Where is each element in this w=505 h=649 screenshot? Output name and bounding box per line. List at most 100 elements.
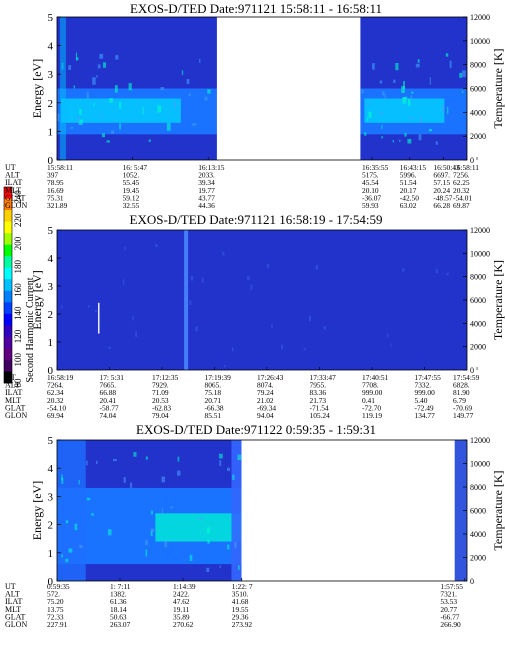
spectrogram-background	[57, 230, 467, 370]
temperature-tick-label: 0	[470, 156, 474, 165]
flux-speck	[114, 85, 118, 93]
flux-speck	[95, 309, 98, 313]
ephemeris-value-ilat: 47.62	[173, 597, 190, 606]
colorbar-tick-label: 120	[13, 329, 23, 343]
ephemeris-row-label: MLT	[5, 396, 21, 405]
flux-speck	[381, 136, 384, 139]
ephemeris-value-ilat: 79.24	[257, 388, 274, 397]
colorbar-swatch	[4, 348, 12, 361]
flux-speck	[364, 132, 367, 136]
flux-speck	[101, 133, 106, 138]
ephemeris-value-ilat: 75.20	[47, 597, 64, 606]
ephemeris-row-label: ALT	[5, 381, 20, 390]
flux-speck	[402, 97, 407, 104]
flux-speck	[442, 105, 445, 113]
flux-speck	[95, 460, 98, 464]
flux-speck	[222, 251, 225, 256]
flux-column	[454, 440, 467, 581]
flux-speck	[361, 89, 364, 94]
ephemeris-value-ut: 1:22: 7	[232, 582, 253, 591]
colorbar-swatch	[4, 233, 12, 246]
colorbar-tick-label: 220	[13, 213, 23, 227]
ephemeris-value-ut: 17:54:59	[453, 373, 480, 382]
flux-speck	[160, 86, 165, 91]
flux-speck	[145, 456, 148, 460]
flux-speck	[411, 91, 414, 94]
ephemeris-value-ilat: 999.00	[415, 388, 436, 397]
ephemeris-row-label: GLAT	[5, 403, 26, 412]
ephemeris-value-alt: 6828.	[453, 381, 470, 390]
colorbar-tick-label: 200	[13, 236, 23, 250]
flux-speck	[65, 558, 69, 563]
colorbar-swatch	[4, 279, 12, 292]
energy-axis-label: Energy [eV]	[30, 481, 44, 540]
ephemeris-row-label: GLON	[5, 620, 27, 629]
flux-speck	[188, 93, 191, 97]
flux-speck	[79, 109, 82, 115]
colorbar-swatch	[4, 198, 12, 211]
temperature-tick-label: 12000	[470, 13, 490, 22]
flux-speck	[106, 140, 110, 143]
colorbar-swatch	[4, 256, 12, 269]
flux-speck	[177, 470, 181, 476]
ephemeris-value-ut: 16:58:11	[453, 163, 479, 172]
spectrogram-panel-2: EXOS-D/TED Date:971121 16:58:19 - 17:54:…	[5, 212, 505, 420]
energy-tick-label: 4	[48, 41, 54, 53]
flux-speck	[150, 528, 155, 532]
ephemeris-value-alt: 1052.	[123, 171, 140, 180]
ephemeris-value-alt: 8065.	[205, 381, 222, 390]
flux-speck	[73, 85, 76, 89]
spectrogram-panel-3: EXOS-D/TED Date:971122 0:59:35 - 1:59:31…	[5, 422, 505, 629]
flux-speck	[409, 117, 414, 120]
flux-speck	[461, 70, 466, 78]
flux-speck	[323, 325, 326, 330]
flux-speck	[445, 53, 449, 57]
temperature-tick-label: 6000	[470, 296, 486, 305]
ephemeris-value-glon: 227.91	[47, 620, 68, 629]
flux-speck	[86, 497, 91, 501]
ephemeris-value-alt: 7955.	[310, 381, 327, 390]
flux-speck	[281, 344, 284, 350]
ephemeris-value-glat: -58.77	[100, 403, 119, 412]
ephemeris-value-glon: 134.77	[415, 411, 436, 420]
flux-speck	[148, 139, 151, 142]
flux-speck	[446, 272, 449, 276]
flux-speck	[57, 113, 60, 122]
flux-speck	[157, 105, 162, 113]
panel-title: EXOS-D/TED Date:971122 0:59:35 - 1:59:31	[136, 422, 376, 437]
ephemeris-row-label: ALT	[5, 171, 20, 180]
ephemeris-value-glon: 321.89	[47, 201, 68, 210]
flux-speck	[92, 77, 96, 85]
flux-speck	[130, 482, 133, 488]
flux-speck	[366, 101, 369, 106]
flux-speck	[247, 276, 250, 280]
flux-speck	[387, 333, 389, 338]
ephemeris-row-label: GLON	[5, 201, 27, 210]
flux-speck	[119, 123, 121, 130]
ephemeris-value-ut: 17: 5:31	[100, 373, 125, 382]
colorbar-swatch	[4, 359, 12, 372]
ephemeris-value-ut: 16: 5:47	[123, 163, 148, 172]
ephemeris-value-glon: 69.94	[47, 411, 64, 420]
ephemeris-value-glat: -69.34	[257, 403, 276, 412]
ephemeris-value-mlt: 19.55	[232, 605, 249, 614]
flux-column	[184, 230, 189, 370]
flux-speck	[61, 554, 63, 558]
ephemeris-value-glat: -66.38	[205, 403, 224, 412]
flux-speck	[181, 70, 184, 75]
temperature-axis-label: Temperature [K]	[491, 260, 505, 340]
flux-speck	[86, 460, 88, 466]
ephemeris-value-glon: 74.04	[100, 411, 117, 420]
flux-column	[57, 440, 86, 581]
energy-tick-label: 2	[48, 98, 54, 110]
ephemeris-value-mlt: 20.17	[400, 186, 417, 195]
ephemeris-value-mlt: 16.69	[47, 186, 64, 195]
flux-trace	[98, 302, 100, 334]
ephemeris-value-alt: 5996.	[400, 171, 417, 180]
ephemeris-value-ut: 15:58:11	[47, 163, 73, 172]
flux-speck	[418, 134, 422, 141]
flux-band-core	[155, 513, 242, 542]
colorbar-swatch	[4, 267, 12, 280]
flux-speck	[206, 567, 210, 572]
